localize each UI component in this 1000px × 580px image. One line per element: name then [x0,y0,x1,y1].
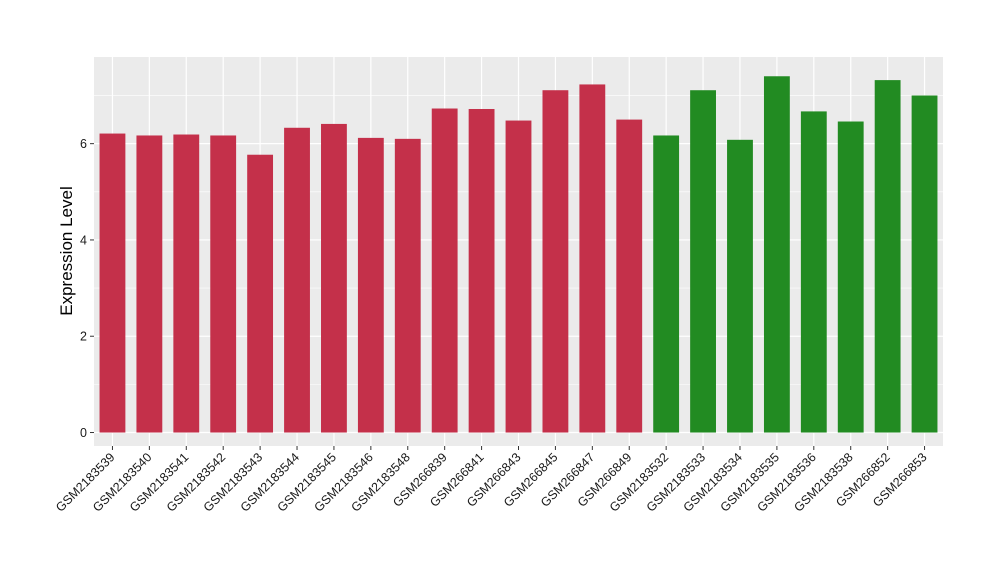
bar-GSM2183544 [284,127,310,433]
bar-GSM2183540 [136,135,163,433]
bar-GSM2183546 [357,137,384,433]
y-axis: 0 2 4 6 [80,137,94,440]
bar-GSM2183532 [653,135,680,433]
bar-GSM2183536 [800,111,827,433]
y-tick-label: 6 [80,137,87,151]
bar-GSM266853 [911,95,938,433]
bar-GSM2183539 [99,133,126,433]
x-axis: GSM2183539GSM2183540GSM2183541GSM2183542… [53,446,930,515]
y-tick-label: 0 [80,426,87,440]
bar-GSM2183535 [763,76,790,433]
bar-GSM2183541 [173,134,200,433]
bar-GSM2183534 [727,139,753,433]
y-tick-label: 2 [80,330,87,344]
bar-GSM2183538 [837,121,864,433]
bar-GSM266852 [874,80,901,433]
y-tick-label: 4 [80,233,87,247]
bar-GSM266849 [616,119,643,433]
bar-GSM266847 [579,84,606,433]
bar-GSM2183548 [394,138,421,433]
y-axis-title: Expression Level [57,186,76,315]
bar-GSM266841 [468,108,495,433]
bar-GSM2183543 [247,154,274,433]
bar-GSM2183542 [210,135,237,433]
bar-GSM266843 [505,120,532,433]
bar-GSM266845 [542,90,569,433]
bar-GSM2183545 [321,123,347,433]
bar-GSM266839 [431,108,458,433]
bar-GSM2183533 [690,90,716,433]
bars [99,76,938,433]
